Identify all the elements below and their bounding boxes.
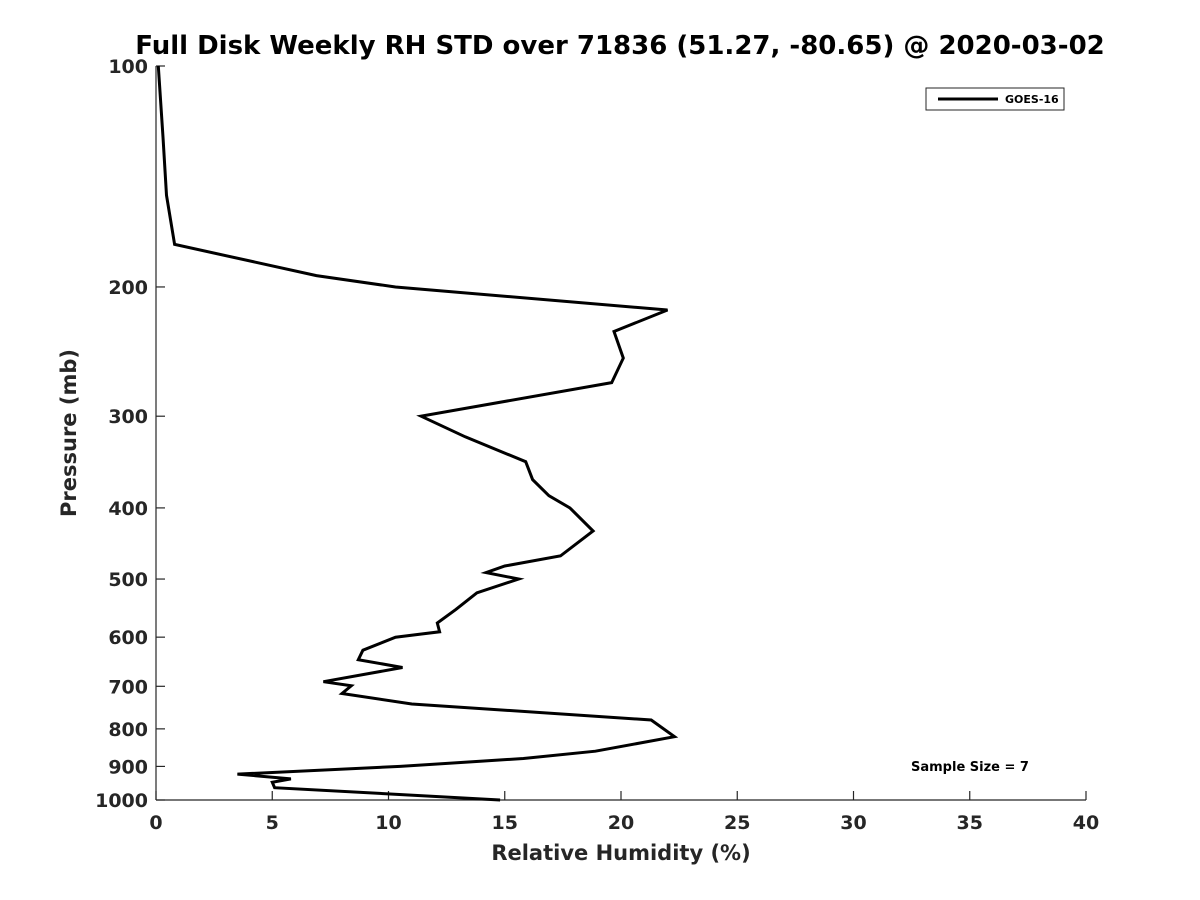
y-tick-label: 700 xyxy=(108,676,148,698)
y-tick-label: 900 xyxy=(108,756,148,778)
chart-title: Full Disk Weekly RH STD over 71836 (51.2… xyxy=(135,31,1105,61)
x-tick-label: 5 xyxy=(266,812,279,834)
x-tick-label: 15 xyxy=(492,812,518,834)
y-axis-label: Pressure (mb) xyxy=(57,349,81,517)
y-tick-label: 600 xyxy=(108,627,148,649)
x-tick-label: 35 xyxy=(957,812,983,834)
x-tick-label: 10 xyxy=(375,812,401,834)
x-tick-label: 20 xyxy=(608,812,634,834)
y-tick-label: 1000 xyxy=(95,790,148,812)
y-tick-label: 300 xyxy=(108,406,148,428)
x-axis-ticks: 0 5 10 15 20 25 30 35 40 xyxy=(149,791,1099,834)
y-tick-label: 100 xyxy=(108,56,148,78)
plot-axes xyxy=(155,66,1086,801)
y-tick-label: 500 xyxy=(108,569,148,591)
y-tick-label: 400 xyxy=(108,498,148,520)
y-axis-ticks: 100 200 300 400 500 600 700 800 900 1000 xyxy=(95,56,165,812)
sample-size-annotation: Sample Size = 7 xyxy=(911,760,1029,775)
x-axis-label: Relative Humidity (%) xyxy=(491,841,750,865)
legend-label-goes-16: GOES-16 xyxy=(1005,93,1059,106)
series-layer xyxy=(156,65,679,802)
x-tick-label: 25 xyxy=(724,812,750,834)
series-line-goes-16 xyxy=(156,65,679,802)
x-tick-label: 0 xyxy=(149,812,162,834)
y-tick-label: 800 xyxy=(108,719,148,741)
legend: GOES-16 xyxy=(925,87,1065,111)
x-tick-label: 40 xyxy=(1073,812,1099,834)
x-tick-label: 30 xyxy=(840,812,866,834)
y-tick-label: 200 xyxy=(108,277,148,299)
